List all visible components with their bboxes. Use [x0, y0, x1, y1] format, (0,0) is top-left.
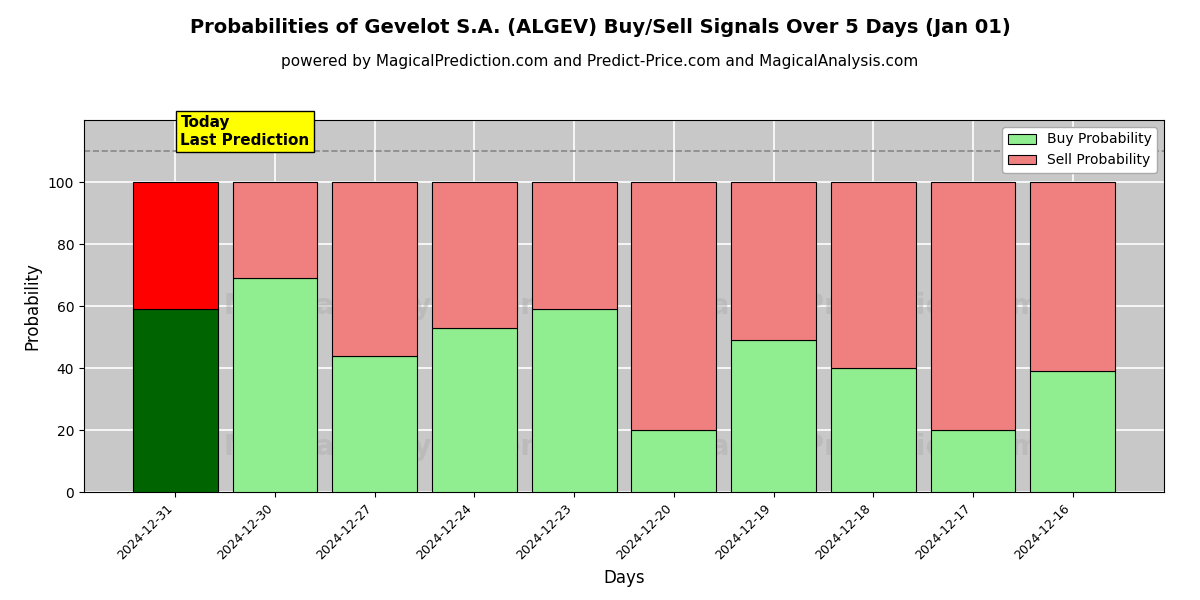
Bar: [1030, 371, 1115, 492]
Bar: [631, 430, 716, 492]
Bar: [731, 340, 816, 492]
Bar: [830, 368, 916, 492]
Text: Today
Last Prediction: Today Last Prediction: [180, 115, 310, 148]
Bar: [332, 356, 418, 492]
Legend: Buy Probability, Sell Probability: Buy Probability, Sell Probability: [1002, 127, 1157, 173]
Bar: [432, 182, 517, 328]
Y-axis label: Probability: Probability: [23, 262, 41, 350]
Text: Probabilities of Gevelot S.A. (ALGEV) Buy/Sell Signals Over 5 Days (Jan 01): Probabilities of Gevelot S.A. (ALGEV) Bu…: [190, 18, 1010, 37]
Bar: [233, 182, 318, 278]
Text: MagicalPrediction.com: MagicalPrediction.com: [683, 433, 1040, 461]
Bar: [631, 182, 716, 430]
Text: MagicalPrediction.com: MagicalPrediction.com: [683, 292, 1040, 320]
Text: MagicalAnalysis.com: MagicalAnalysis.com: [223, 433, 550, 461]
Bar: [930, 430, 1015, 492]
Bar: [731, 182, 816, 340]
X-axis label: Days: Days: [604, 569, 644, 587]
Bar: [133, 182, 218, 309]
Bar: [1030, 182, 1115, 371]
Bar: [133, 309, 218, 492]
Bar: [432, 328, 517, 492]
Bar: [830, 182, 916, 368]
Bar: [532, 309, 617, 492]
Bar: [532, 182, 617, 309]
Bar: [930, 182, 1015, 430]
Text: powered by MagicalPrediction.com and Predict-Price.com and MagicalAnalysis.com: powered by MagicalPrediction.com and Pre…: [281, 54, 919, 69]
Text: MagicalAnalysis.com: MagicalAnalysis.com: [223, 292, 550, 320]
Bar: [332, 182, 418, 356]
Bar: [233, 278, 318, 492]
